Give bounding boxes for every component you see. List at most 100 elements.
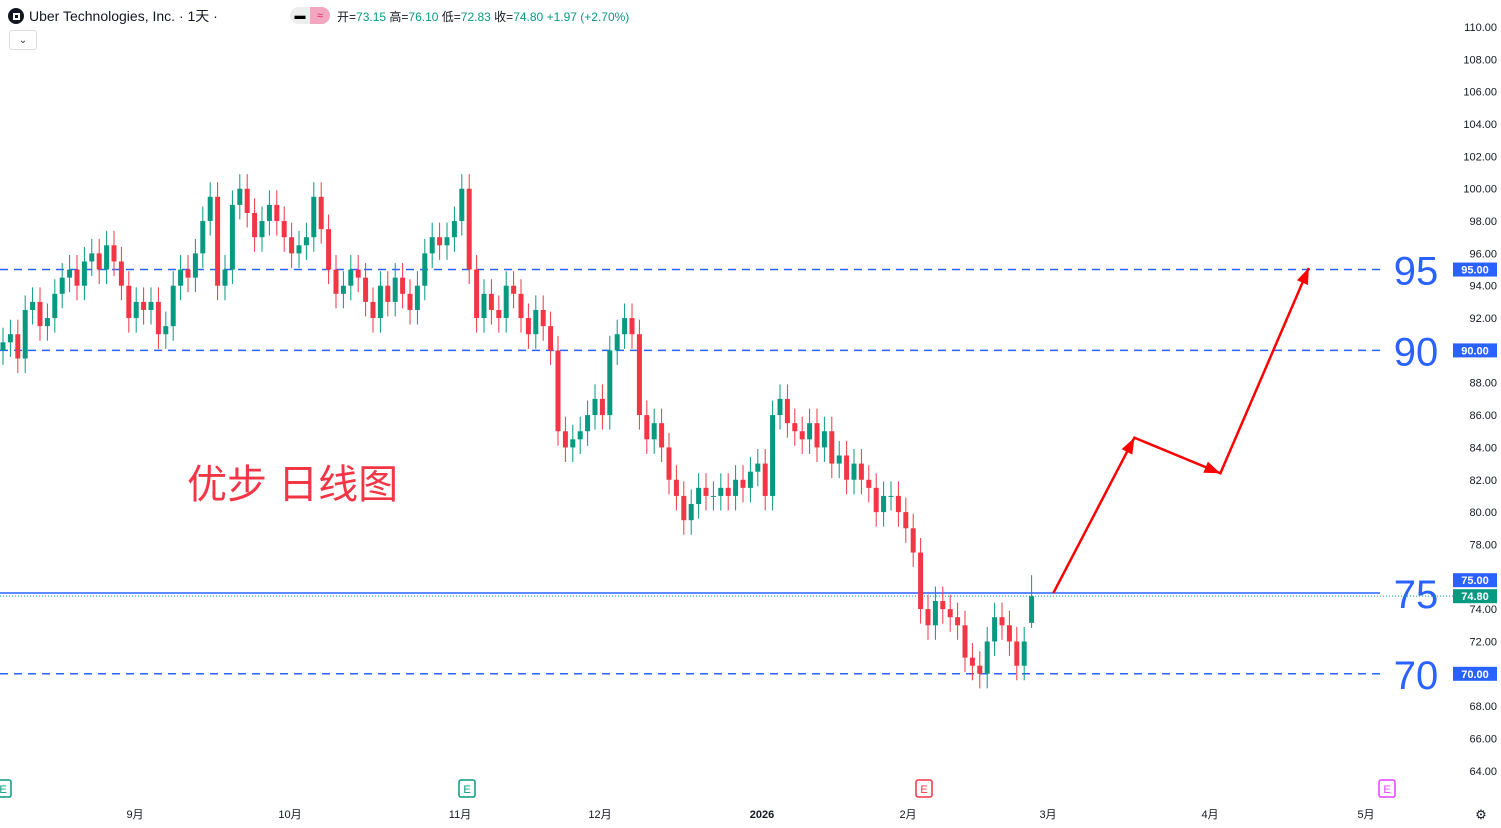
uber-logo-icon (8, 8, 24, 24)
axis-level-text: 90.00 (1461, 345, 1489, 357)
candle-body (67, 269, 73, 278)
candle-body (274, 204, 280, 222)
y-tick-label: 66.00 (1469, 733, 1497, 745)
earnings-marker-label: E (0, 784, 7, 796)
candle-body (148, 301, 154, 310)
earnings-marker-icon (915, 779, 933, 798)
last-price-text: 74.80 (1461, 591, 1489, 603)
axis-level-badge (1453, 262, 1497, 277)
candle-body (481, 293, 487, 319)
candle-body (170, 285, 176, 327)
candle-body (799, 431, 805, 440)
candle-body (30, 301, 36, 310)
axis-level-text: 95.00 (1461, 265, 1489, 277)
candle-body (866, 479, 872, 488)
y-tick-label: 72.00 (1469, 636, 1497, 648)
candle-body (673, 479, 679, 496)
candle-body (44, 318, 50, 327)
y-tick-label: 92.00 (1469, 313, 1497, 325)
candle-body (688, 504, 694, 521)
candle-body (585, 415, 591, 432)
candle-body (252, 212, 258, 238)
earnings-marker-icon (1378, 779, 1396, 798)
earnings-marker-label: E (463, 784, 470, 796)
candle-body (104, 245, 110, 270)
candle-body (133, 301, 139, 319)
candle-body (333, 269, 339, 294)
candle-body (289, 237, 295, 254)
symbol-title: Uber Technologies, Inc. · 1天 · (29, 8, 218, 24)
candle-body (215, 196, 221, 286)
candle-body (363, 277, 369, 302)
candle-body (392, 277, 398, 302)
candle-body (666, 447, 672, 480)
candle-body (118, 261, 124, 286)
candle-body (821, 431, 827, 448)
candle-body (747, 471, 753, 488)
indicator-toggle[interactable]: ▬ ≈ (290, 7, 330, 24)
low-label: 低= (441, 10, 461, 24)
arrow-head-icon (1296, 267, 1309, 286)
candle-body (141, 301, 147, 310)
candle-body (281, 221, 287, 238)
arrow-head-icon (1203, 461, 1221, 474)
symbol-header[interactable]: Uber Technologies, Inc. · 1天 · (8, 6, 218, 26)
candle-body (1014, 641, 1020, 666)
y-tick-label: 108.00 (1463, 54, 1497, 66)
x-tick-label: 5月 (1357, 809, 1374, 821)
earnings-marker-label: E (1383, 784, 1390, 796)
axis-level-badge (1453, 343, 1497, 358)
last-price-badge (1453, 589, 1497, 604)
open-label: 开= (337, 10, 357, 24)
axis-level-badge (1453, 573, 1497, 588)
y-tick-label: 100.00 (1463, 184, 1497, 196)
high-value: 76.10 (408, 10, 439, 24)
level-label: 95 (1394, 250, 1439, 294)
candle-body (37, 301, 43, 327)
minus-icon: ▬ (294, 9, 306, 22)
candle-body (992, 617, 998, 642)
y-tick-label: 104.00 (1463, 119, 1497, 131)
candle-body (925, 609, 931, 626)
candle-body (74, 269, 80, 286)
y-tick-label: 64.00 (1469, 766, 1497, 778)
x-tick-label: 2月 (899, 809, 916, 821)
approx-icon: ≈ (310, 7, 330, 24)
candle-body (888, 495, 894, 497)
candle-body (0, 342, 6, 351)
candle-body (385, 285, 391, 302)
settings-gear-icon: ⚙ (1475, 807, 1487, 822)
collapse-button[interactable]: ⌄ (9, 30, 37, 50)
candle-body (622, 318, 628, 335)
candle-body (237, 188, 243, 205)
earnings-marker-label: E (920, 784, 927, 796)
candle-body (636, 334, 642, 416)
candle-body (437, 237, 443, 246)
candle-body (562, 431, 568, 448)
candle-body (459, 188, 465, 222)
candle-body (111, 245, 117, 262)
candle-body (533, 309, 539, 335)
candle-body (348, 269, 354, 286)
candle-body (703, 487, 709, 496)
candle-body (266, 204, 272, 222)
candle-body (829, 431, 835, 464)
candle-body (1029, 596, 1035, 623)
candle-body (903, 512, 909, 529)
candle-body (525, 318, 531, 335)
candle-body (710, 495, 716, 497)
candle-body (89, 253, 95, 262)
x-tick-label: 9月 (126, 809, 143, 821)
candle-body (577, 431, 583, 440)
y-tick-label: 84.00 (1469, 442, 1497, 454)
candle-body (229, 204, 235, 270)
candle-body (592, 398, 598, 416)
y-tick-label: 110.00 (1464, 22, 1497, 34)
candle-body (910, 528, 916, 553)
axis-level-text: 70.00 (1461, 669, 1489, 681)
x-tick-label: 11月 (449, 809, 471, 821)
candle-body (355, 269, 361, 278)
y-tick-label: 102.00 (1463, 151, 1497, 163)
candle-body (326, 229, 332, 270)
